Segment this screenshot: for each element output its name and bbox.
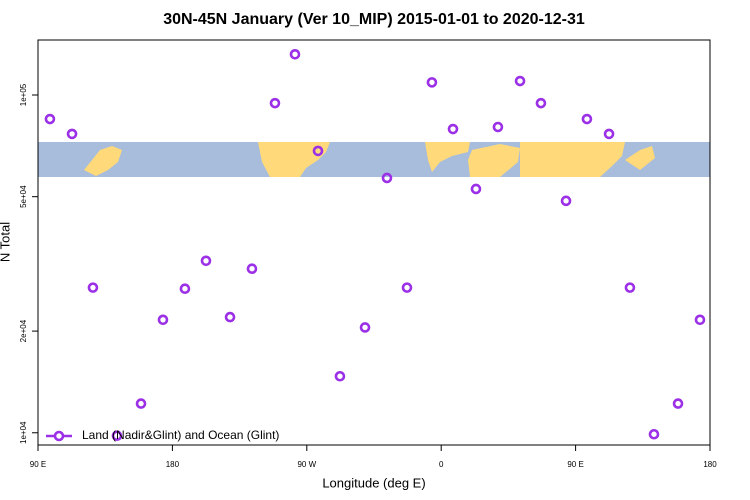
point — [648, 428, 660, 440]
y-tick-label: 1e+04 — [19, 421, 28, 444]
point — [694, 314, 706, 326]
chart-title: 30N-45N January (Ver 10_MIP) 2015-01-01 … — [163, 11, 585, 28]
x-tick-label: 0 — [439, 460, 444, 469]
x-tick-label: 90 W — [297, 460, 316, 469]
x-tick-label: 90 E — [30, 460, 46, 469]
point — [44, 113, 56, 125]
point — [492, 121, 504, 133]
point — [447, 123, 459, 135]
point — [179, 283, 191, 295]
x-tick-label: 90 E — [567, 460, 583, 469]
point — [269, 97, 281, 109]
plot-frame — [37, 39, 711, 446]
point — [672, 398, 684, 409]
point — [426, 77, 438, 88]
point — [66, 128, 78, 140]
point — [87, 282, 99, 293]
point — [401, 282, 413, 293]
y-tick-label: 5e+04 — [19, 185, 28, 208]
y-tick-label: 1e+05 — [19, 83, 28, 106]
point — [135, 398, 147, 409]
y-axis-label: N Total — [0, 222, 12, 262]
point — [470, 183, 482, 195]
point — [200, 255, 212, 267]
point — [624, 282, 636, 293]
point — [381, 172, 393, 184]
point — [560, 195, 572, 207]
point — [289, 48, 301, 60]
legend-label: Land (Nadir&Glint) and Ocean (Glint) — [82, 428, 279, 442]
point — [111, 430, 123, 442]
point — [603, 128, 615, 140]
y-tick-label: 2e+04 — [19, 319, 28, 342]
point — [514, 75, 526, 87]
point — [157, 314, 169, 326]
point — [334, 370, 346, 382]
point — [581, 113, 593, 125]
point — [224, 311, 236, 323]
point — [359, 322, 371, 333]
map-strip — [38, 142, 710, 177]
point — [535, 97, 547, 109]
point — [312, 145, 324, 157]
legend-marker — [53, 430, 65, 442]
x-tick-label: 180 — [703, 460, 717, 469]
x-tick-label: 180 — [166, 460, 180, 469]
x-axis-label: Longitude (deg E) — [322, 475, 425, 490]
point — [246, 263, 258, 275]
